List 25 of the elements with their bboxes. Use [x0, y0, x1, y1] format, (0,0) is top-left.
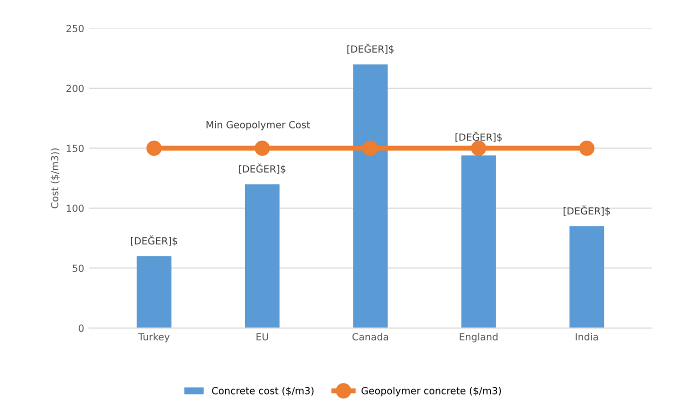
bar: [353, 64, 388, 328]
bar: [569, 226, 604, 328]
x-tick-label: Canada: [352, 332, 388, 340]
legend-label: Concrete cost ($/m3): [212, 386, 314, 396]
data-label: [DEĞER]$: [456, 132, 502, 142]
y-tick-label: 50: [72, 264, 84, 272]
data-label: [DEĞER]$: [131, 235, 178, 246]
y-axis-title: Cost ($/m3)): [50, 148, 60, 208]
y-tick-label: 150: [66, 144, 84, 152]
annotation: Min Geopolymer Cost: [206, 120, 310, 130]
x-tick-label: India: [576, 332, 598, 340]
bar: [461, 155, 496, 328]
data-label: [DEĞER]$: [347, 44, 394, 54]
bar: [136, 256, 172, 328]
legend-label: Geopolymer concrete ($/m3): [362, 386, 501, 396]
y-tick-label: 0: [78, 324, 84, 332]
y-tick-label: 250: [66, 24, 84, 32]
x-tick-label: Turkey: [138, 332, 170, 342]
y-tick-label: 200: [66, 84, 84, 92]
data-label: [DEĞER]$: [239, 163, 286, 174]
y-tick-label: 100: [66, 204, 84, 212]
x-tick-label: EU: [256, 333, 268, 340]
x-tick-label: England: [460, 332, 498, 342]
data-label: [DEĞER]$: [564, 205, 610, 216]
bar: [244, 184, 280, 328]
